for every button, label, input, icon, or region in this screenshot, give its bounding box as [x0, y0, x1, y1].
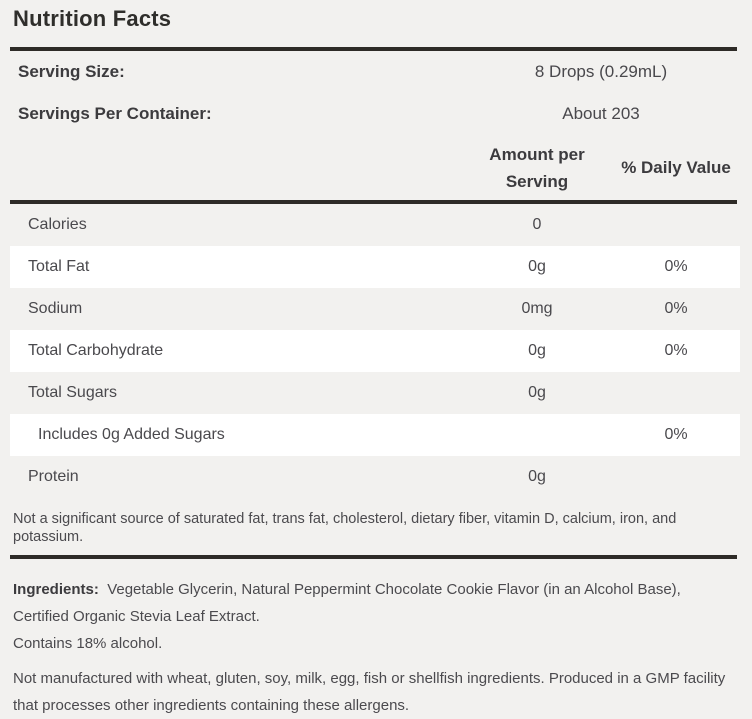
ingredients-label: Ingredients: — [13, 581, 99, 598]
row-daily-value: 0% — [664, 258, 688, 275]
row-daily-value: 0% — [664, 300, 688, 317]
row-label: Total Fat — [28, 258, 90, 275]
table-header-row: Amount per Serving % Daily Value — [10, 135, 740, 200]
table-row-calories: Calories 0 — [10, 204, 740, 246]
row-amount: 0g — [528, 258, 546, 275]
row-amount: 0g — [528, 384, 546, 401]
serving-size-row: Serving Size: 8 Drops (0.29mL) — [10, 51, 740, 93]
amount-header-line1: Amount per — [489, 144, 585, 164]
table-row-sodium: Sodium 0mg 0% — [10, 288, 740, 330]
row-daily-value: 0% — [664, 342, 688, 359]
servings-per-container-label: Servings Per Container: — [18, 104, 212, 123]
table-row-added-sugars: Includes 0g Added Sugars 0% — [10, 414, 740, 456]
row-label: Protein — [28, 468, 79, 485]
amount-per-serving-header: Amount per Serving — [462, 141, 612, 195]
amount-header-line2: Serving — [505, 171, 569, 191]
row-amount: 0mg — [521, 300, 553, 317]
row-amount: 0g — [528, 342, 546, 359]
table-row-protein: Protein 0g — [10, 456, 740, 498]
table-row-total-fat: Total Fat 0g 0% — [10, 246, 740, 288]
allergen-note: Not manufactured with wheat, gluten, soy… — [13, 670, 726, 714]
row-label: Total Carbohydrate — [28, 342, 164, 359]
alcohol-note: Contains 18% alcohol. — [13, 635, 163, 652]
row-label: Sodium — [28, 300, 83, 317]
divider-thick-middle — [10, 200, 737, 204]
nutrition-facts-title: Nutrition Facts — [13, 6, 172, 31]
not-significant-source-note: Not a significant source of saturated fa… — [13, 511, 677, 545]
ingredients-text: Vegetable Glycerin, Natural Peppermint C… — [13, 581, 681, 625]
divider-thick-top — [10, 47, 737, 51]
servings-per-container-value: About 203 — [562, 104, 640, 123]
divider-thick-bottom — [10, 555, 737, 559]
table-row-total-carbohydrate: Total Carbohydrate 0g 0% — [10, 330, 740, 372]
row-label: Total Sugars — [28, 384, 117, 401]
row-amount: 0 — [532, 216, 542, 233]
row-label: Includes 0g Added Sugars — [38, 426, 225, 443]
serving-size-value: 8 Drops (0.29mL) — [534, 62, 668, 81]
row-daily-value: 0% — [664, 426, 688, 443]
row-label: Calories — [28, 216, 87, 233]
ingredients-paragraph: Ingredients: Vegetable Glycerin, Natural… — [13, 576, 740, 630]
serving-size-label: Serving Size: — [18, 62, 125, 81]
servings-per-container-row: Servings Per Container: About 203 — [10, 93, 740, 135]
table-row-total-sugars: Total Sugars 0g — [10, 372, 740, 414]
row-amount: 0g — [528, 468, 546, 485]
daily-value-header: % Daily Value — [621, 158, 731, 177]
